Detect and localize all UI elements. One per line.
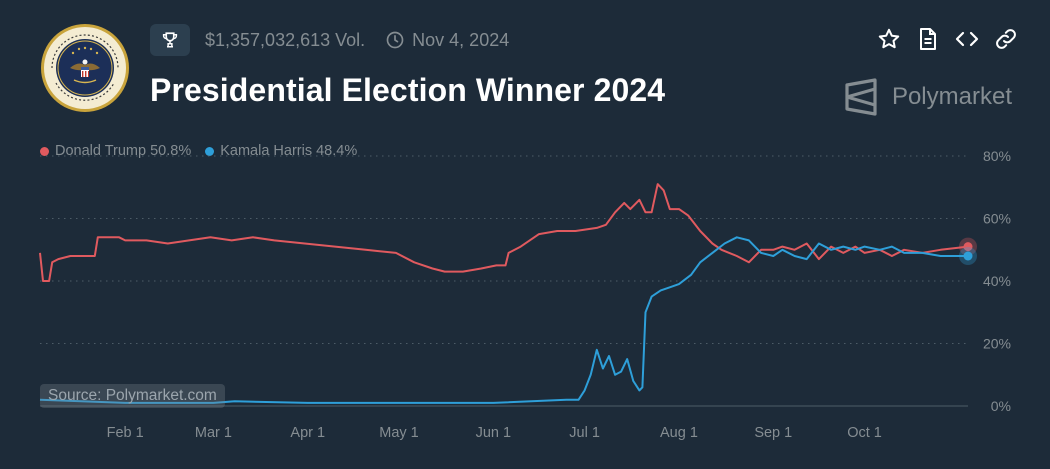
trophy-button[interactable]: [150, 24, 190, 56]
x-tick-label: Jun 1: [476, 425, 511, 441]
favorite-button[interactable]: [877, 26, 901, 52]
copy-link-button[interactable]: [994, 26, 1018, 52]
clock-icon: [386, 31, 404, 49]
star-icon: [878, 28, 900, 49]
trump-dot-icon: [40, 146, 49, 156]
source-label: Source: Polymarket.com: [40, 384, 225, 408]
y-tick-label: 60%: [983, 211, 1011, 227]
x-tick-label: Sep 1: [754, 425, 792, 441]
y-tick-label: 40%: [983, 273, 1011, 289]
polymarket-brand[interactable]: Polymarket: [844, 78, 1012, 116]
x-tick-label: Apr 1: [290, 425, 325, 441]
series-endpoint-dot: [963, 242, 973, 252]
legend-item-harris[interactable]: Kamala Harris 48.4%: [205, 143, 357, 159]
code-icon: [955, 31, 979, 47]
chart-lines: [39, 183, 977, 404]
chart-grid: [40, 155, 968, 407]
series-line-harris: [39, 236, 968, 404]
harris-dot-icon: [205, 146, 215, 156]
x-tick-label: Feb 1: [107, 425, 144, 441]
x-tick-label: May 1: [379, 425, 419, 441]
link-icon: [996, 29, 1016, 49]
polymarket-logo-icon: [845, 78, 877, 116]
end-date-label: Nov 4, 2024: [412, 29, 510, 50]
y-axis-ticks: 80% 60% 40% 20% 0%: [983, 148, 1011, 414]
volume-label: $1,357,032,613 Vol.: [205, 29, 366, 50]
x-axis-ticks: Feb 1 Mar 1 Apr 1 May 1 Jun 1 Jul 1 Aug 1 Sep 1…: [107, 425, 882, 441]
page-title: Presidential Election Winner 2024: [150, 72, 666, 108]
y-tick-label: 0%: [991, 398, 1011, 414]
series-line-trump: [39, 183, 969, 282]
legend-label-trump: Donald Trump 50.8%: [55, 143, 192, 159]
y-tick-label: 80%: [983, 148, 1011, 164]
toolbar: [877, 26, 1018, 52]
series-endpoint-dot: [963, 251, 973, 261]
y-tick-label: 20%: [983, 336, 1011, 352]
x-tick-label: Oct 1: [847, 425, 882, 441]
document-button[interactable]: [916, 26, 940, 52]
legend-label-harris: Kamala Harris 48.4%: [220, 143, 358, 159]
trophy-icon: [162, 32, 178, 48]
x-tick-label: Jul 1: [569, 425, 600, 441]
chart-legend: Donald Trump 50.8% Kamala Harris 48.4%: [40, 143, 371, 159]
x-tick-label: Aug 1: [660, 425, 698, 441]
brand-label: Polymarket: [891, 83, 1012, 110]
market-meta: $1,357,032,613 Vol. Nov 4, 2024: [150, 24, 509, 56]
presidential-seal-icon: [41, 24, 129, 112]
legend-item-trump[interactable]: Donald Trump 50.8%: [40, 143, 191, 159]
document-icon: [920, 28, 936, 50]
x-tick-label: Mar 1: [195, 425, 232, 441]
embed-button[interactable]: [955, 26, 979, 52]
